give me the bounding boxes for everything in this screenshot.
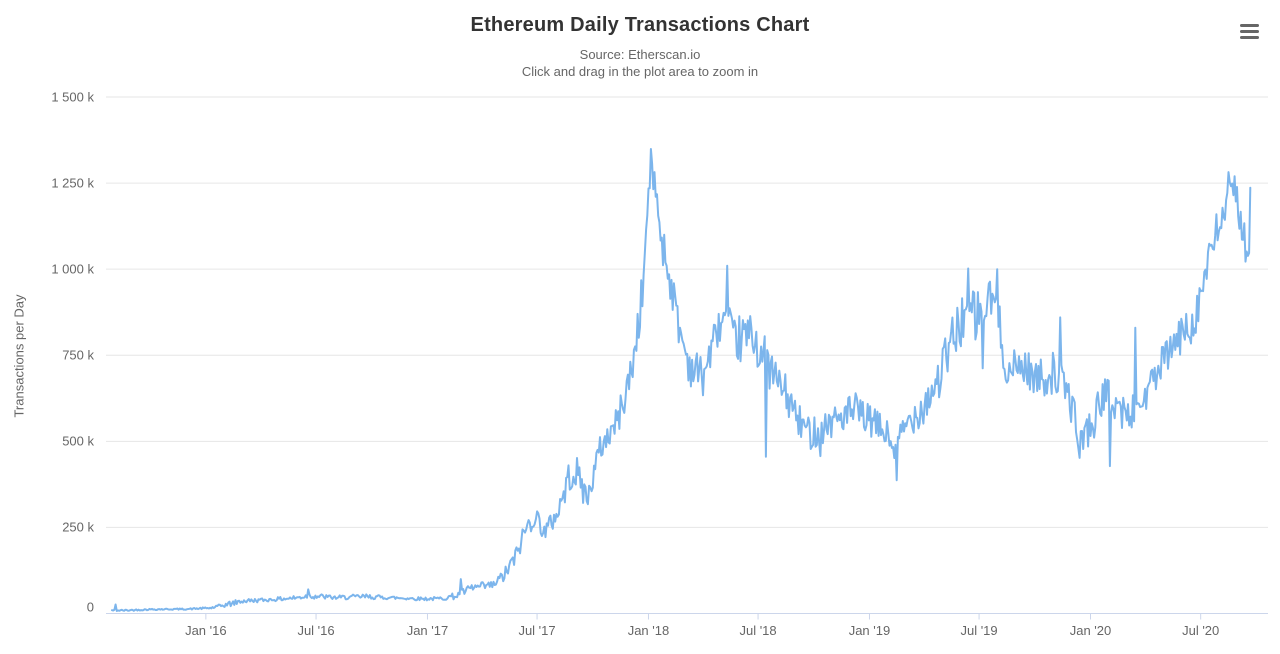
plot-area[interactable] xyxy=(106,97,1268,614)
y-axis-label: 1 500 k xyxy=(51,89,94,105)
chart-subtitle-source: Source: Etherscan.io xyxy=(579,47,701,62)
x-axis-label: Jan '20 xyxy=(1069,623,1112,638)
transactions-series-line xyxy=(111,148,1252,612)
x-axis-label: Jan '17 xyxy=(406,623,449,638)
y-axis-label: 750 k xyxy=(62,347,94,363)
x-axis-label: Jan '19 xyxy=(848,623,891,638)
chart-title: Ethereum Daily Transactions Chart xyxy=(470,14,810,36)
x-axis-label: Jul '16 xyxy=(297,623,335,638)
y-axis-label: 250 k xyxy=(62,519,94,535)
hamburger-menu-icon[interactable] xyxy=(1238,21,1262,41)
x-axis-label: Jul '19 xyxy=(960,623,998,638)
y-axis-label: 0 xyxy=(86,599,94,614)
x-axis-label: Jul '20 xyxy=(1182,623,1220,638)
x-axis-label: Jul '18 xyxy=(739,623,777,638)
x-axis-label: Jan '16 xyxy=(185,623,227,638)
hamburger-bar xyxy=(1240,23,1259,27)
y-axis-label: 1 250 k xyxy=(51,175,94,191)
y-axis-label: 1 000 k xyxy=(51,261,94,277)
x-axis-label: Jul '17 xyxy=(518,623,556,638)
x-axis-label: Jan '18 xyxy=(627,623,670,638)
y-axis-label: 500 k xyxy=(62,433,94,449)
hamburger-bar xyxy=(1240,29,1259,33)
chart-subtitle-hint: Click and drag in the plot area to zoom … xyxy=(521,64,759,79)
hamburger-bar xyxy=(1240,35,1259,39)
